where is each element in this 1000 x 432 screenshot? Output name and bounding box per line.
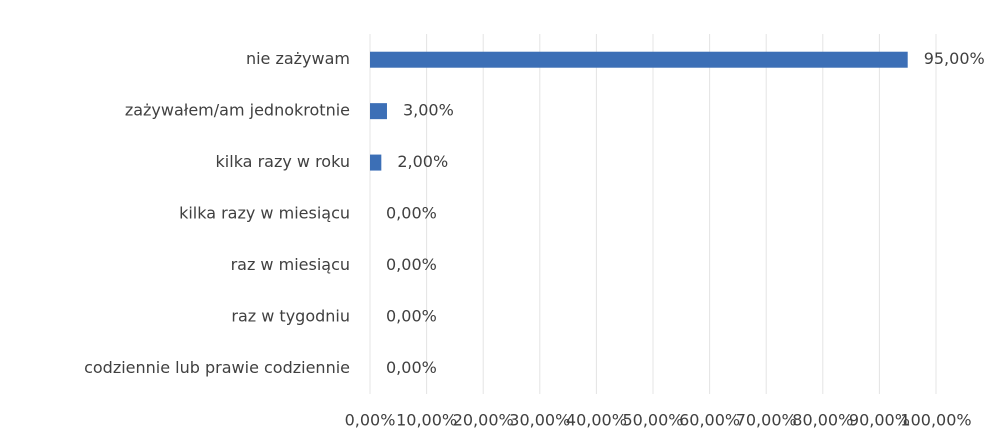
value-label: 0,00% [386, 358, 437, 377]
value-label: 0,00% [386, 255, 437, 274]
value-label: 95,00% [924, 49, 985, 68]
y-tick-label: zażywałem/am jednokrotnie [125, 101, 350, 120]
bar [370, 154, 382, 171]
y-tick-label: kilka razy w miesiącu [179, 204, 350, 223]
x-tick-label: 0,00% [345, 411, 396, 430]
x-tick-label: 80,00% [792, 411, 853, 430]
value-label: 3,00% [403, 101, 454, 120]
x-tick-label: 100,00% [900, 411, 971, 430]
value-label: 0,00% [386, 306, 437, 325]
x-tick-label: 20,00% [453, 411, 514, 430]
x-tick-label: 90,00% [849, 411, 910, 430]
x-tick-label: 30,00% [509, 411, 570, 430]
x-tick-label: 70,00% [736, 411, 797, 430]
x-tick-label: 40,00% [566, 411, 627, 430]
x-tick-label: 50,00% [622, 411, 683, 430]
y-tick-label: kilka razy w roku [216, 152, 350, 171]
value-label: 2,00% [397, 152, 448, 171]
y-tick-label: nie zażywam [246, 49, 350, 68]
y-tick-label: raz w tygodniu [231, 306, 350, 325]
bar [370, 51, 908, 68]
x-tick-label: 60,00% [679, 411, 740, 430]
x-tick-label: 10,00% [396, 411, 457, 430]
bar [370, 103, 387, 120]
y-tick-label: codziennie lub prawie codziennie [84, 358, 350, 377]
y-tick-label: raz w miesiącu [231, 255, 350, 274]
value-label: 0,00% [386, 204, 437, 223]
